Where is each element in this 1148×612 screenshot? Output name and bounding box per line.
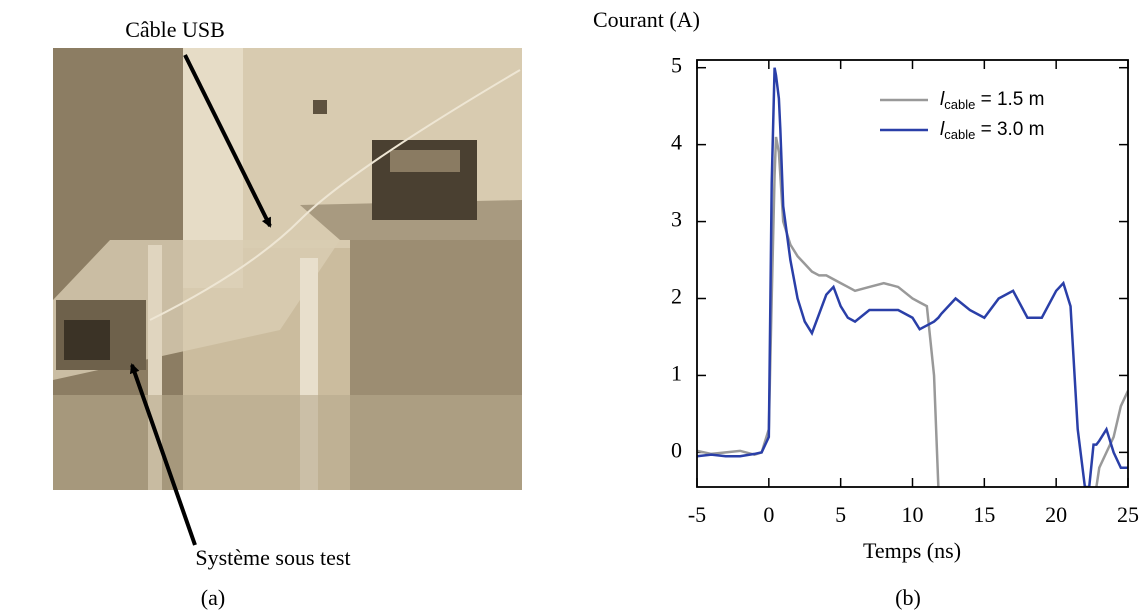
caption: (b) bbox=[895, 585, 921, 610]
x-tick-label: -5 bbox=[688, 502, 706, 527]
caption: (a) bbox=[201, 585, 225, 610]
y-tick-label: 1 bbox=[671, 360, 682, 385]
legend-label-part: l bbox=[940, 119, 945, 140]
x-tick-label: 20 bbox=[1045, 502, 1067, 527]
photo bbox=[53, 48, 522, 490]
legend-label-part: = 3.0 m bbox=[975, 119, 1044, 140]
y-tick-label: 2 bbox=[671, 284, 682, 309]
y-tick-label: 0 bbox=[671, 437, 682, 462]
legend-label-part: cable bbox=[944, 97, 975, 112]
x-tick-label: 5 bbox=[835, 502, 846, 527]
legend-label: lcable = 3.0 m bbox=[940, 119, 1044, 142]
y-tick-label: 3 bbox=[671, 207, 682, 232]
y-tick-label: 5 bbox=[671, 53, 682, 78]
series-line bbox=[697, 67, 1128, 487]
plot-area bbox=[697, 67, 1128, 487]
arrow bbox=[183, 54, 272, 228]
legend-label-part: = 1.5 m bbox=[975, 89, 1044, 110]
x-axis-label: Temps (ns) bbox=[863, 538, 961, 563]
photo-label: Système sous test bbox=[195, 545, 350, 570]
legend-label-part: l bbox=[940, 89, 945, 110]
x-tick-label: 25 bbox=[1117, 502, 1139, 527]
arrow bbox=[129, 363, 197, 546]
x-tick-label: 10 bbox=[902, 502, 924, 527]
y-axis-label: Courant (A) bbox=[593, 7, 700, 32]
plot-frame bbox=[696, 59, 1129, 488]
x-tick-label: 0 bbox=[763, 502, 774, 527]
legend-label: lcable = 1.5 m bbox=[940, 89, 1044, 112]
series-line bbox=[697, 136, 1128, 487]
y-tick-label: 4 bbox=[671, 130, 682, 155]
legend-label-part: cable bbox=[944, 127, 975, 142]
x-tick-label: 15 bbox=[973, 502, 995, 527]
photo-label: Câble USB bbox=[125, 17, 225, 42]
